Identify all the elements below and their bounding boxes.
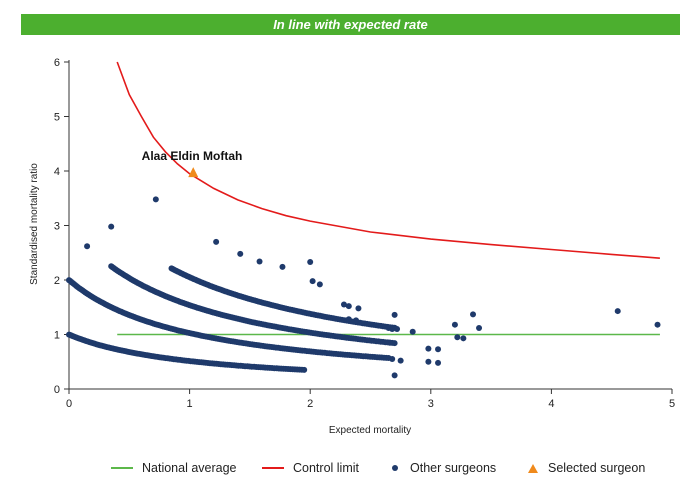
other-surgeon-point [340,301,347,308]
other-surgeon-point [213,238,220,245]
other-surgeon-point [425,345,432,352]
control-limit-swatch [262,467,284,469]
legend-label: National average [142,461,237,475]
other-surgeon-point [409,328,416,335]
legend-label: Control limit [293,461,359,475]
x-tick-label: 1 [187,398,193,410]
other-surgeon-point [279,263,286,270]
y-tick-label: 6 [54,57,60,69]
other-surgeon-point [389,356,396,363]
other-surgeon-point [470,311,477,318]
other-surgeon-point [355,305,362,312]
y-axis-label: Standardised mortality ratio [29,163,40,285]
legend-label: Selected surgeon [548,461,646,475]
other-surgeon-point [425,358,432,365]
other-surgeon-point [454,334,461,341]
control-limit-curve [116,61,660,259]
legend: National average Control limit Other sur… [0,456,700,480]
x-tick-label: 4 [548,398,554,410]
other-surgeons-swatch [392,465,398,471]
other-surgeon-point [460,335,467,342]
legend-control-limit: Control limit [262,456,359,480]
other-surgeon-point [307,259,314,266]
other-surgeon-point [435,359,442,366]
other-surgeon-point [301,366,308,373]
x-tick-label: 3 [428,398,434,410]
legend-national-average: National average [111,456,237,480]
funnel-plot: 0 1 2 3 4 5 0 1 2 3 4 5 6 Expected mortality Standar… [29,57,675,436]
x-axis-label: Expected mortality [329,425,411,436]
legend-other-surgeons: Other surgeons [384,456,496,480]
selected-surgeon-swatch [528,463,538,473]
other-surgeon-point [108,223,115,230]
national-average-swatch [111,467,133,469]
y-tick-label: 3 [54,221,60,233]
other-surgeon-point [256,258,263,265]
y-tick-label: 1 [54,330,60,342]
other-surgeon-point [237,250,244,257]
selected-surgeon-label: Alaa Eldin Moftah [142,149,243,163]
selected-surgeon-point [188,167,199,178]
other-surgeon-point [394,326,401,333]
other-surgeon-point [397,357,404,364]
other-surgeon-point [391,311,398,318]
y-tick-label: 5 [54,112,60,124]
other-surgeon-point [614,308,621,315]
legend-label: Other surgeons [410,461,497,475]
other-surgeon-point [391,340,398,347]
other-surgeon-point [389,326,396,333]
other-surgeon-point [309,278,316,285]
y-tick-label: 4 [54,166,60,178]
other-surgeon-point [435,346,442,353]
other-surgeon-point [391,372,398,379]
x-tick-label: 0 [66,398,72,410]
other-surgeon-point [654,321,661,328]
other-surgeon-point [476,324,483,331]
other-surgeon-point [345,316,352,323]
other-surgeon-point [84,243,91,250]
result-banner: In line with expected rate [21,14,680,35]
other-surgeon-point [353,317,360,324]
x-tick-label: 2 [307,398,313,410]
other-surgeon-point [316,281,323,288]
other-surgeon-point [152,196,159,203]
chart-marks [66,61,661,379]
y-tick-label: 2 [54,275,60,287]
other-surgeon-point [451,321,458,328]
other-surgeon-point [345,303,352,310]
legend-selected-surgeon: Selected surgeon [520,456,645,480]
x-tick-label: 5 [669,398,675,410]
other-surgeon-point [386,339,393,346]
y-tick-label: 0 [54,384,60,396]
